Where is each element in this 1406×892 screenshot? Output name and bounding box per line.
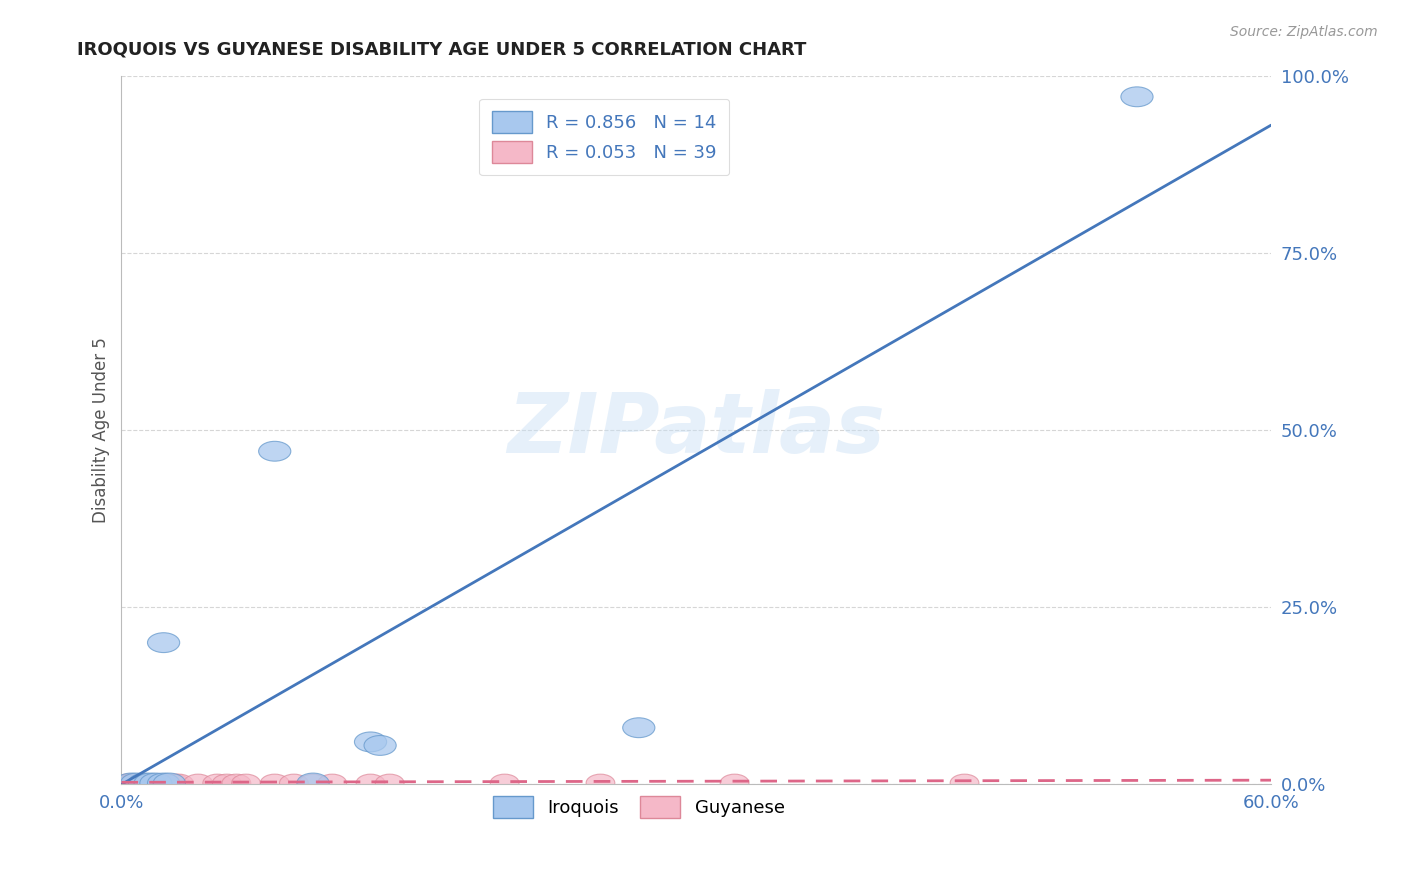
Ellipse shape (222, 774, 250, 792)
Text: Source: ZipAtlas.com: Source: ZipAtlas.com (1230, 25, 1378, 39)
Ellipse shape (586, 774, 614, 792)
Ellipse shape (127, 774, 155, 792)
Ellipse shape (132, 774, 160, 792)
Ellipse shape (720, 774, 749, 792)
Ellipse shape (148, 774, 176, 792)
Ellipse shape (259, 442, 291, 461)
Ellipse shape (375, 774, 404, 792)
Ellipse shape (364, 736, 396, 756)
Ellipse shape (149, 774, 179, 792)
Ellipse shape (124, 774, 153, 792)
Ellipse shape (118, 774, 148, 792)
Ellipse shape (115, 773, 148, 793)
Ellipse shape (155, 774, 184, 792)
Ellipse shape (950, 774, 979, 792)
Ellipse shape (354, 732, 387, 752)
Ellipse shape (318, 774, 347, 792)
Ellipse shape (121, 774, 149, 792)
Ellipse shape (115, 774, 143, 792)
Ellipse shape (112, 774, 142, 792)
Ellipse shape (121, 773, 153, 793)
Ellipse shape (131, 774, 159, 792)
Ellipse shape (491, 774, 519, 792)
Ellipse shape (128, 773, 160, 793)
Ellipse shape (623, 718, 655, 738)
Text: IROQUOIS VS GUYANESE DISABILITY AGE UNDER 5 CORRELATION CHART: IROQUOIS VS GUYANESE DISABILITY AGE UNDE… (77, 40, 807, 58)
Text: ZIPatlas: ZIPatlas (508, 390, 886, 470)
Ellipse shape (142, 774, 170, 792)
Legend: Iroquois, Guyanese: Iroquois, Guyanese (485, 789, 792, 825)
Ellipse shape (165, 774, 193, 792)
Ellipse shape (148, 632, 180, 653)
Ellipse shape (122, 774, 150, 792)
Ellipse shape (136, 774, 165, 792)
Ellipse shape (134, 773, 166, 793)
Ellipse shape (139, 774, 169, 792)
Ellipse shape (202, 774, 232, 792)
Ellipse shape (260, 774, 290, 792)
Y-axis label: Disability Age Under 5: Disability Age Under 5 (93, 337, 110, 523)
Ellipse shape (143, 774, 172, 792)
Ellipse shape (1121, 87, 1153, 107)
Ellipse shape (148, 773, 180, 793)
Ellipse shape (138, 774, 166, 792)
Ellipse shape (128, 774, 157, 792)
Ellipse shape (153, 773, 186, 793)
Ellipse shape (117, 774, 145, 792)
Ellipse shape (280, 774, 308, 792)
Ellipse shape (160, 774, 190, 792)
Ellipse shape (139, 773, 172, 793)
Ellipse shape (298, 774, 328, 792)
Ellipse shape (145, 774, 174, 792)
Ellipse shape (184, 774, 212, 792)
Ellipse shape (356, 774, 385, 792)
Ellipse shape (297, 773, 329, 793)
Ellipse shape (212, 774, 242, 792)
Ellipse shape (150, 774, 180, 792)
Ellipse shape (232, 774, 260, 792)
Ellipse shape (134, 774, 163, 792)
